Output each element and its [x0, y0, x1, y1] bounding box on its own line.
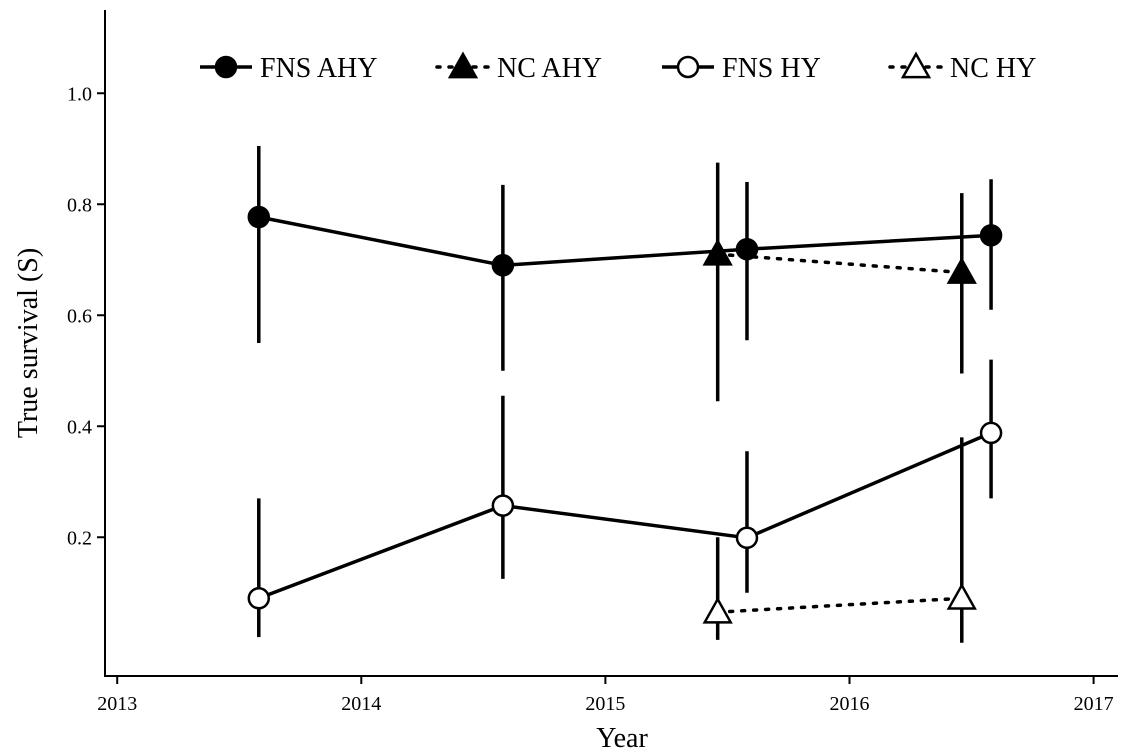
legend-item-nc-ahy: NC AHY: [435, 51, 602, 84]
fns-ahy-point: [979, 224, 1003, 247]
legend-item-nc-hy: NC HY: [888, 51, 1036, 84]
fns-hy-point: [491, 494, 515, 517]
legend-swatch-marker: [676, 55, 700, 79]
fns-ahy-series: [257, 145, 993, 371]
nc-hy-point: [946, 582, 977, 610]
fns-ahy-point: [735, 237, 759, 261]
nc-ahy-point: [702, 238, 733, 266]
y-axis-title: True survival (S): [13, 248, 44, 438]
fns-hy-markers: [247, 421, 1003, 610]
fns-ahy-point: [491, 254, 515, 277]
fns-ahy-markers: [247, 205, 1003, 277]
x-tick-label: 2016: [829, 693, 869, 715]
fns-hy-series: [257, 359, 993, 638]
legend-swatch-marker: [214, 55, 238, 79]
nc-ahy-point: [946, 256, 977, 284]
fns-hy-point: [735, 526, 759, 550]
nc-ahy-series: [715, 162, 964, 402]
y-tick-label: 0.6: [67, 305, 92, 327]
axes: 2013 2014 2015 2016 2017 0.2 0.4 0.6 0.8 1.0: [67, 10, 1118, 715]
plot-area: [247, 145, 1003, 643]
nc-hy-point: [702, 596, 733, 624]
legend-label: FNS AHY: [260, 53, 377, 84]
nc-hy-line: [715, 596, 964, 614]
legend-swatch-marker: [447, 51, 479, 79]
x-tick-label: 2013: [97, 693, 137, 715]
x-tick-label: 2014: [341, 693, 381, 715]
x-axis-title: Year: [596, 723, 648, 753]
fns-hy-point: [979, 421, 1003, 445]
nc-hy-markers: [702, 582, 977, 624]
legend-item-fns-ahy: FNS AHY: [200, 53, 377, 84]
legend-swatch-marker: [900, 51, 932, 79]
y-tick-label: 0.4: [67, 416, 92, 438]
legend-label: NC HY: [950, 53, 1036, 84]
fns-hy-point: [247, 587, 271, 610]
legend: FNS AHY NC AHY FNS HY NC HY: [200, 51, 1036, 84]
nc-ahy-markers: [702, 238, 977, 284]
fns-ahy-point: [247, 205, 271, 229]
nc-ahy-line: [715, 252, 964, 275]
y-tick-label: 0.8: [67, 194, 92, 216]
x-tick-label: 2017: [1074, 693, 1114, 715]
x-tick-label: 2015: [585, 693, 625, 715]
fns-ahy-line: [258, 215, 992, 268]
legend-label: FNS HY: [722, 53, 821, 84]
y-tick-label: 0.2: [67, 527, 92, 549]
legend-label: NC AHY: [497, 53, 602, 84]
y-tick-label: 1.0: [67, 83, 92, 105]
fns-hy-line: [258, 431, 992, 600]
legend-item-fns-hy: FNS HY: [662, 53, 821, 84]
